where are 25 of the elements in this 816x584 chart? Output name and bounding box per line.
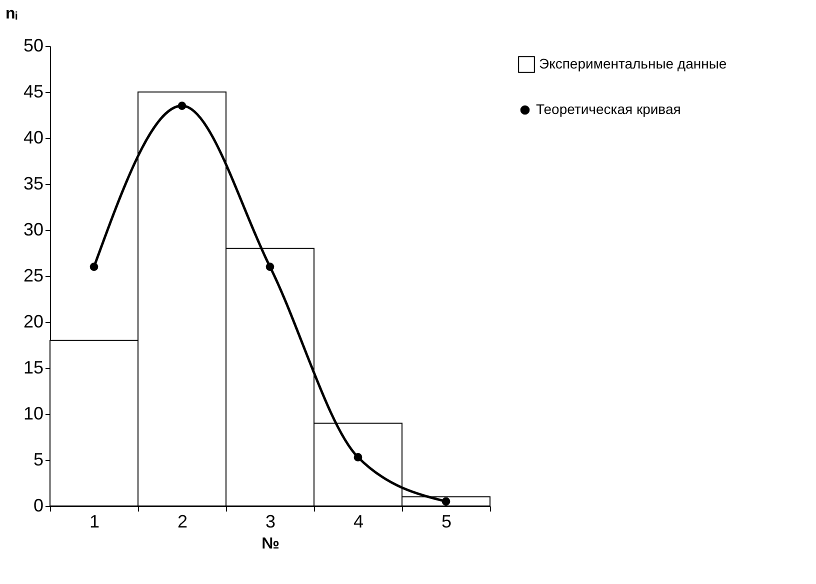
legend-label: Экспериментальные данные [539, 56, 727, 72]
point [90, 262, 98, 271]
y-tick-label: 50 [23, 36, 44, 56]
x-tick-label: 5 [441, 512, 452, 532]
y-tick-label: 5 [33, 450, 44, 470]
y-tick-label: 20 [23, 312, 44, 332]
y-tick-label: 25 [23, 266, 44, 286]
y-tick-label: 0 [33, 496, 44, 516]
y-tick-label: 45 [23, 82, 44, 102]
point [354, 453, 362, 462]
y-tick-label: 35 [23, 174, 44, 194]
point [178, 102, 186, 110]
y-tick-label: 30 [23, 220, 44, 240]
point [442, 497, 450, 506]
x-axis-title: № [262, 536, 280, 552]
y-tick-label: 10 [23, 404, 44, 424]
y-tick-label: 40 [23, 128, 44, 148]
y-tick-label: 15 [23, 358, 44, 378]
x-tick-label: 1 [89, 512, 100, 532]
point [266, 262, 274, 271]
x-tick-label: 2 [177, 512, 188, 532]
legend-label: Теоретическая кривая [536, 101, 681, 117]
x-tick-label: 3 [265, 512, 276, 532]
y-axis-title: nᵢ [6, 6, 18, 22]
x-tick-label: 4 [353, 512, 364, 532]
